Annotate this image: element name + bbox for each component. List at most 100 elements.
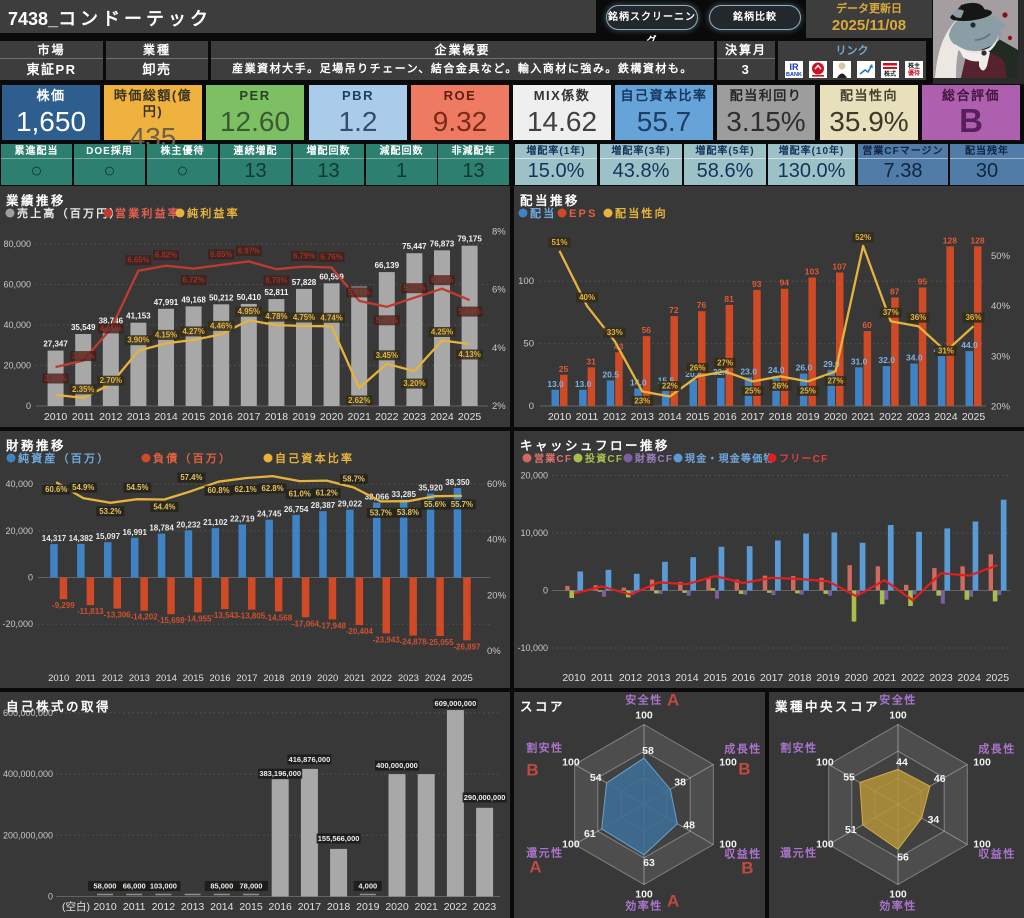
svg-text:100: 100 <box>816 839 834 851</box>
svg-text:-20,000: -20,000 <box>2 619 33 629</box>
svg-text:4,000: 4,000 <box>358 882 377 891</box>
svg-text:107: 107 <box>832 262 846 272</box>
svg-text:純利益率: 純利益率 <box>187 206 240 220</box>
svg-text:26%: 26% <box>772 381 788 390</box>
svg-text:61.2%: 61.2% <box>316 489 338 498</box>
svg-text:93: 93 <box>752 279 762 289</box>
svg-text:2023: 2023 <box>398 673 419 684</box>
svg-text:100: 100 <box>973 757 991 769</box>
svg-text:2016: 2016 <box>732 672 756 684</box>
svg-text:72: 72 <box>669 305 679 315</box>
svg-text:2017: 2017 <box>741 411 765 423</box>
svg-text:60.6%: 60.6% <box>45 485 67 494</box>
svg-text:B: B <box>741 859 753 878</box>
svg-text:6.82%: 6.82% <box>155 251 177 260</box>
svg-text:0: 0 <box>543 586 548 596</box>
svg-text:2024: 2024 <box>430 411 454 423</box>
svg-text:5.61%: 5.61% <box>348 288 370 297</box>
svg-text:-9,299: -9,299 <box>52 601 75 610</box>
svg-text:46: 46 <box>934 773 946 785</box>
svg-text:-23,943: -23,943 <box>373 635 401 644</box>
svg-text:50%: 50% <box>991 251 1011 262</box>
svg-text:-13,306: -13,306 <box>104 611 132 620</box>
svg-text:36%: 36% <box>965 313 981 322</box>
svg-text:2024: 2024 <box>934 411 958 423</box>
svg-text:2016: 2016 <box>210 673 231 684</box>
svg-text:4.15%: 4.15% <box>155 330 177 339</box>
svg-text:24,745: 24,745 <box>257 510 282 519</box>
svg-text:4.25%: 4.25% <box>431 328 453 337</box>
svg-text:43: 43 <box>614 341 624 351</box>
svg-text:383,196,000: 383,196,000 <box>259 769 301 778</box>
svg-text:2010: 2010 <box>562 672 586 684</box>
svg-text:14,382: 14,382 <box>69 534 94 543</box>
svg-text:35,920: 35,920 <box>418 484 443 493</box>
svg-text:0: 0 <box>28 573 33 583</box>
svg-text:31: 31 <box>586 356 596 366</box>
svg-text:2017: 2017 <box>760 672 784 684</box>
svg-text:2.35%: 2.35% <box>72 385 94 394</box>
svg-text:2021: 2021 <box>851 411 875 423</box>
svg-text:2020: 2020 <box>385 901 409 913</box>
svg-text:20,000: 20,000 <box>3 361 31 371</box>
svg-text:34: 34 <box>928 814 940 826</box>
svg-text:2014: 2014 <box>154 411 178 423</box>
svg-text:0%: 0% <box>487 646 501 657</box>
svg-text:2020: 2020 <box>845 672 869 684</box>
svg-text:6.79%: 6.79% <box>293 252 315 261</box>
svg-text:6.97%: 6.97% <box>238 246 260 255</box>
svg-text:EPS: EPS <box>569 208 598 220</box>
svg-text:66,139: 66,139 <box>375 261 400 270</box>
svg-text:2011: 2011 <box>123 901 146 913</box>
svg-text:4.75%: 4.75% <box>293 313 315 322</box>
svg-text:40%: 40% <box>579 293 595 302</box>
svg-text:63: 63 <box>643 857 655 869</box>
svg-text:2.70%: 2.70% <box>100 376 122 385</box>
svg-text:29.0: 29.0 <box>823 359 840 369</box>
svg-text:600,000,000: 600,000,000 <box>3 708 53 718</box>
svg-text:18,784: 18,784 <box>149 524 174 533</box>
svg-text:31.0: 31.0 <box>851 356 868 366</box>
svg-text:2011: 2011 <box>75 673 95 684</box>
svg-text:2012: 2012 <box>102 673 123 684</box>
svg-text:2013: 2013 <box>181 901 205 913</box>
svg-text:26%: 26% <box>689 363 705 372</box>
svg-text:効率性: 効率性 <box>879 899 917 913</box>
svg-text:60%: 60% <box>487 479 507 490</box>
svg-text:36%: 36% <box>910 313 926 322</box>
svg-text:6.65%: 6.65% <box>127 256 149 265</box>
svg-text:2013: 2013 <box>129 673 150 684</box>
svg-text:5.41%: 5.41% <box>376 316 398 325</box>
svg-text:41,153: 41,153 <box>126 312 151 321</box>
svg-text:B: B <box>738 760 750 779</box>
svg-text:58,000: 58,000 <box>94 882 117 891</box>
svg-text:100: 100 <box>719 839 737 851</box>
svg-text:100: 100 <box>889 710 907 722</box>
svg-text:76,873: 76,873 <box>430 239 455 248</box>
svg-text:100: 100 <box>562 839 580 851</box>
svg-text:400,000,000: 400,000,000 <box>376 761 418 770</box>
svg-text:割安性: 割安性 <box>526 741 564 755</box>
svg-text:52%: 52% <box>855 233 871 242</box>
svg-text:2018: 2018 <box>769 411 793 423</box>
svg-text:32,066: 32,066 <box>365 493 390 502</box>
svg-text:609,000,000: 609,000,000 <box>435 699 477 708</box>
svg-text:A: A <box>667 892 679 911</box>
svg-text:25%: 25% <box>800 386 816 395</box>
svg-text:58: 58 <box>642 745 654 757</box>
svg-text:2022: 2022 <box>371 673 392 684</box>
svg-text:-20,404: -20,404 <box>346 627 374 636</box>
svg-text:2015: 2015 <box>182 411 206 423</box>
svg-text:2014: 2014 <box>156 673 177 684</box>
svg-text:2012: 2012 <box>152 901 176 913</box>
svg-text:3.45%: 3.45% <box>376 351 398 360</box>
svg-text:100: 100 <box>889 889 907 901</box>
svg-text:2016: 2016 <box>269 901 293 913</box>
svg-text:20,000: 20,000 <box>520 471 548 481</box>
svg-text:2021: 2021 <box>415 901 439 913</box>
svg-text:60.8%: 60.8% <box>207 486 229 495</box>
svg-text:2017: 2017 <box>236 673 257 684</box>
svg-text:2024: 2024 <box>958 672 982 684</box>
svg-text:4.13%: 4.13% <box>458 350 480 359</box>
svg-text:営業CF: 営業CF <box>534 452 572 465</box>
